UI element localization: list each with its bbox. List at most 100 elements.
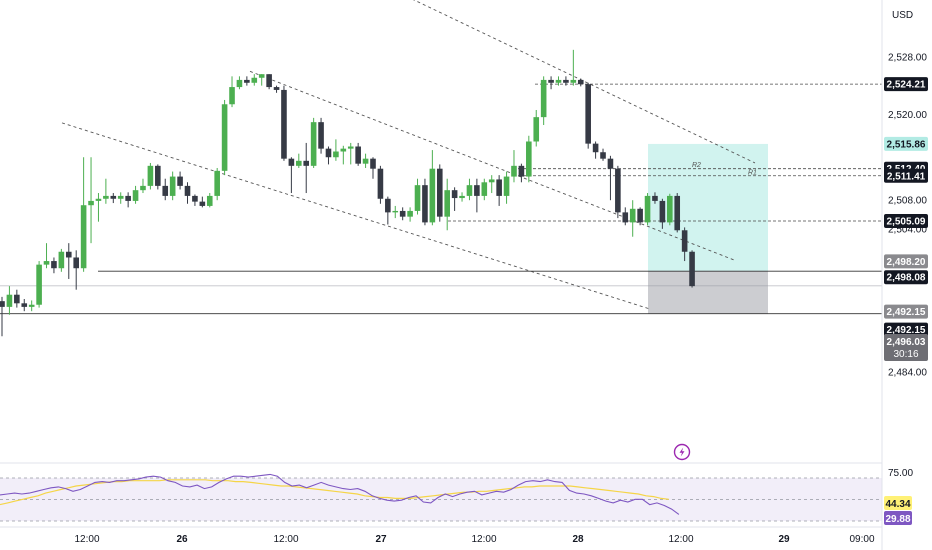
bearish-candle xyxy=(199,196,206,208)
bullish-candle xyxy=(95,193,102,222)
candle-body xyxy=(414,185,421,211)
price-tags: 2,524.212,515.862,512.402,511.412,505.09… xyxy=(884,77,928,337)
bullish-candle xyxy=(221,99,228,176)
price-tick-label: 2,508.00 xyxy=(888,196,927,207)
bearish-candle xyxy=(162,178,169,201)
bearish-candle xyxy=(600,148,606,161)
bullish-candle xyxy=(466,178,473,201)
candle-body xyxy=(244,79,250,83)
flash-icon-circle xyxy=(673,443,691,461)
bearish-candle xyxy=(548,76,554,90)
candle-body xyxy=(451,190,458,199)
candle-body xyxy=(667,195,673,223)
price-tag-background xyxy=(884,304,928,319)
candle-body xyxy=(140,185,146,191)
candle-body xyxy=(600,152,606,159)
bearish-candle xyxy=(0,296,5,337)
bullish-candle xyxy=(229,76,235,108)
bearish-candle xyxy=(325,146,332,165)
candle-body xyxy=(229,87,235,105)
candle-body xyxy=(637,208,643,223)
candle-body xyxy=(459,195,465,199)
price-tag-label: 2,511.41 xyxy=(887,171,926,182)
candle-body xyxy=(370,158,376,169)
candle-body xyxy=(296,160,302,166)
bearish-candle xyxy=(637,207,643,226)
price-axis[interactable]: USD 2,528.00 2,520.00 2,508.00 2,504.00 2,48… xyxy=(881,0,932,550)
rsi-upper-label: 75.00 xyxy=(888,468,913,479)
bearish-candle xyxy=(607,155,614,201)
candle-body xyxy=(318,122,324,149)
candle-body xyxy=(236,79,243,88)
candle-body xyxy=(199,201,206,206)
time-axis[interactable]: 12:00 26 12:00 27 12:00 28 12:00 29 09:00 xyxy=(0,526,882,545)
candle-body xyxy=(681,230,688,252)
price-tag-label: 2,492.15 xyxy=(887,307,926,318)
bearish-candle xyxy=(318,117,324,154)
bearish-candle xyxy=(615,165,621,219)
candle-body xyxy=(43,261,50,265)
rsi-line xyxy=(0,473,680,515)
candle-body xyxy=(518,165,525,177)
candle-body xyxy=(592,143,599,153)
price-tag-label: 2,492.15 xyxy=(887,325,926,336)
bearish-candle xyxy=(681,227,688,262)
bullish-candle xyxy=(667,193,673,226)
bearish-candle xyxy=(14,289,20,308)
candle-body xyxy=(444,190,450,217)
candle-body xyxy=(466,185,473,196)
candle-body xyxy=(570,79,577,83)
price-tag-background xyxy=(884,322,928,337)
bullish-candle xyxy=(362,153,369,168)
bearish-candle xyxy=(399,207,406,221)
time-tick-label: 12:00 xyxy=(471,534,496,545)
candle-body xyxy=(496,179,502,196)
candle-body xyxy=(28,304,35,307)
bullish-candle xyxy=(444,178,450,231)
candle-body xyxy=(214,170,220,196)
bearish-candle xyxy=(125,192,131,208)
bullish-candle xyxy=(147,162,154,190)
candle-body xyxy=(65,251,72,258)
bearish-candle xyxy=(177,171,183,190)
last-price-label: 2,496.03 xyxy=(887,337,926,348)
flash-icon[interactable] xyxy=(673,443,691,461)
horizontal-levels: R2 R1 xyxy=(0,83,882,315)
candle-body xyxy=(125,195,131,201)
countdown-label: 30:16 xyxy=(893,349,918,360)
bullish-candle xyxy=(132,185,139,204)
price-tag-background xyxy=(884,254,928,269)
rsi-low-tag: 29.88 xyxy=(884,511,912,525)
candle-body xyxy=(503,176,510,196)
trend-lines[interactable] xyxy=(61,0,756,310)
bearish-candle xyxy=(65,243,72,279)
price-tag-label: 2,505.09 xyxy=(887,217,926,228)
candle-body xyxy=(548,79,554,83)
candle-body xyxy=(303,160,310,166)
candle-body xyxy=(436,168,443,217)
candle-body xyxy=(422,185,428,223)
bullish-candle xyxy=(526,135,532,183)
candle-body xyxy=(385,198,391,213)
candle-body xyxy=(474,185,480,196)
candle-body xyxy=(333,151,339,158)
bearish-candle xyxy=(184,182,191,204)
bearish-candle xyxy=(370,157,376,179)
bullish-candle xyxy=(206,193,213,208)
bullish-candle xyxy=(80,157,87,272)
bullish-candle xyxy=(28,300,35,312)
price-tag-background xyxy=(884,214,928,229)
bullish-candle xyxy=(629,200,636,237)
candle-body xyxy=(80,205,87,269)
time-tick-label: 12:00 xyxy=(668,534,693,545)
bearish-candle xyxy=(652,192,658,204)
bearish-candle xyxy=(281,85,287,161)
bearish-candle xyxy=(496,175,502,206)
candle-body xyxy=(155,165,161,186)
price-tick-label: 2,528.00 xyxy=(888,53,927,64)
price-tag-label: 2,515.86 xyxy=(887,139,926,150)
candle-body xyxy=(429,168,436,223)
candle-body xyxy=(206,195,213,206)
bullish-candle xyxy=(644,193,651,226)
